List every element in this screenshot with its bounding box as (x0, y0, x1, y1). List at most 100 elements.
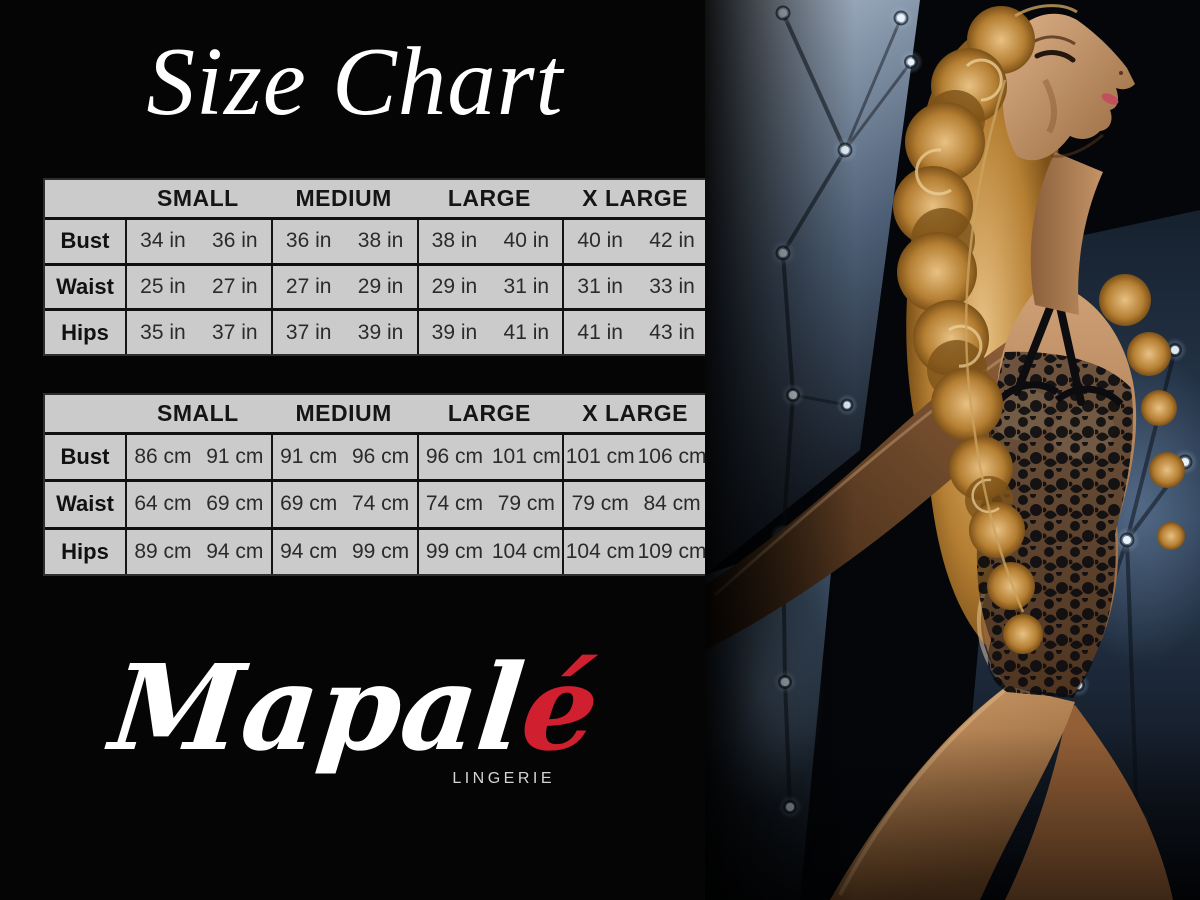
measurement-value: 96 cm (351, 445, 410, 469)
row-label: Hips (45, 311, 125, 355)
measurement-value: 89 cm (134, 539, 192, 563)
measurement-value: 37 in (285, 320, 332, 344)
size-column-header: MEDIUM (295, 400, 392, 426)
measurement-value: 39 in (431, 320, 478, 344)
measurement-value: 104 cm (491, 539, 561, 563)
size-column-header: X LARGE (582, 400, 688, 426)
measurement-value: 40 in (577, 229, 623, 253)
measurement-value: 42 in (649, 229, 695, 253)
measurement-value: 41 in (577, 320, 623, 344)
photo-vignette (705, 0, 1200, 900)
measurement-cell: 29 in 31 in (418, 265, 563, 309)
size-table-inches: SMALL MEDIUM LARGE X LARGE Bust 34 in 36 in 36… (43, 178, 710, 356)
measurement-row: Bust 86 cm 91 cm 91 cm 96 cm 96 cm 101 cm 101 c… (45, 435, 708, 480)
measurement-cell: 36 in 38 in (272, 220, 417, 263)
size-table-centimeters: SMALL MEDIUM LARGE X LARGE Bust 86 cm 91 cm 91… (43, 393, 710, 576)
measurement-value: 79 cm (571, 492, 629, 516)
brand-subtitle: LINGERIE (452, 769, 555, 787)
measurement-value: 91 cm (280, 445, 338, 469)
measurement-value: 101 cm (565, 445, 635, 469)
measurement-value: 96 cm (425, 445, 484, 469)
measurement-row: Hips 89 cm 94 cm 94 cm 99 cm 99 cm 104 cm 104 c… (45, 529, 708, 574)
measurement-value: 74 cm (351, 492, 410, 516)
measurement-value: 27 in (212, 275, 258, 298)
measurement-cell: 27 in 29 in (272, 265, 417, 309)
row-label: Bust (45, 220, 125, 263)
measurement-cell: 104 cm 109 cm (564, 529, 708, 574)
measurement-row: Waist 64 cm 69 cm 69 cm 74 cm 74 cm 79 cm 79 cm… (45, 482, 708, 527)
measurement-cell: 37 in 39 in (272, 311, 417, 355)
row-label: Hips (45, 529, 125, 574)
measurement-value: 99 cm (351, 539, 410, 563)
model-photo (705, 0, 1200, 900)
measurement-value: 41 in (503, 320, 550, 344)
measurement-cell: 94 cm 99 cm (272, 529, 417, 574)
measurement-value: 35 in (140, 320, 186, 344)
measurement-row: Bust 34 in 36 in 36 in 38 in 38 in 40 in 40 in 4… (45, 220, 708, 263)
measurement-value: 64 cm (134, 492, 192, 516)
brand-name: Mapalé (105, 638, 606, 777)
measurement-cell: 38 in 40 in (418, 220, 563, 263)
model-face (1002, 13, 1135, 161)
measurement-value: 40 in (503, 229, 550, 253)
model-figure (705, 4, 1185, 900)
measurement-cell: 91 cm 96 cm (272, 435, 417, 480)
brand-logo: Mapalé LINGERIE (0, 638, 710, 788)
row-label: Waist (45, 482, 125, 527)
measurement-cell: 35 in 37 in (127, 311, 271, 355)
measurement-value: 38 in (431, 229, 478, 253)
size-column-header: SMALL (157, 400, 239, 426)
measurement-value: 29 in (431, 275, 478, 298)
measurement-value: 91 cm (206, 445, 264, 469)
measurement-cell: 69 cm 74 cm (272, 482, 417, 527)
measurement-cell: 86 cm 91 cm (127, 435, 271, 480)
size-column-header: SMALL (157, 185, 239, 211)
lips (1101, 93, 1119, 105)
measurement-cell: 96 cm 101 cm (418, 435, 563, 480)
measurement-value: 43 in (649, 320, 695, 344)
bodysuit-straps (1013, 289, 1085, 406)
measurement-value: 94 cm (206, 539, 264, 563)
row-label: Waist (45, 265, 125, 309)
measurement-value: 36 in (285, 229, 332, 253)
measurement-value: 74 cm (425, 492, 484, 516)
measurement-value: 99 cm (425, 539, 484, 563)
measurement-value: 94 cm (280, 539, 338, 563)
measurement-value: 33 in (649, 275, 695, 298)
measurement-cell: 79 cm 84 cm (564, 482, 708, 527)
model-neck (1030, 152, 1103, 315)
measurement-value: 38 in (357, 229, 404, 253)
measurement-value: 79 cm (497, 492, 555, 516)
measurement-value: 106 cm (637, 445, 707, 469)
measurement-value: 104 cm (565, 539, 635, 563)
row-label: Bust (45, 435, 125, 480)
measurement-value: 36 in (212, 229, 258, 253)
measurement-cell: 74 cm 79 cm (418, 482, 563, 527)
size-column-header: LARGE (447, 400, 531, 426)
brand-name-accent: é (515, 638, 606, 777)
measurement-value: 31 in (503, 275, 550, 298)
size-column-header: MEDIUM (295, 185, 392, 211)
size-table-header-row: SMALL MEDIUM LARGE X LARGE (45, 180, 708, 217)
measurement-cell: 89 cm 94 cm (127, 529, 271, 574)
size-column-header: X LARGE (582, 185, 688, 211)
measurement-cell: 39 in 41 in (418, 311, 563, 355)
measurement-value: 37 in (212, 320, 258, 344)
model-hair-curls (893, 4, 1185, 654)
measurement-value: 69 cm (206, 492, 264, 516)
measurement-cell: 41 in 43 in (564, 311, 708, 355)
measurement-value: 84 cm (643, 492, 701, 516)
measurement-cell: 34 in 36 in (127, 220, 271, 263)
measurement-cell: 64 cm 69 cm (127, 482, 271, 527)
page-title: Size Chart (146, 28, 564, 135)
measurement-value: 101 cm (491, 445, 561, 469)
measurement-cell: 101 cm 106 cm (564, 435, 708, 480)
size-column-header: LARGE (447, 185, 531, 211)
brand-name-main: Mapal (104, 638, 531, 777)
measurement-cell: 99 cm 104 cm (418, 529, 563, 574)
measurement-row: Hips 35 in 37 in 37 in 39 in 39 in 41 in 41 in 4… (45, 311, 708, 355)
measurement-value: 31 in (577, 275, 623, 298)
measurement-value: 29 in (357, 275, 404, 298)
size-table-header-row: SMALL MEDIUM LARGE X LARGE (45, 395, 708, 432)
measurement-value: 86 cm (134, 445, 192, 469)
